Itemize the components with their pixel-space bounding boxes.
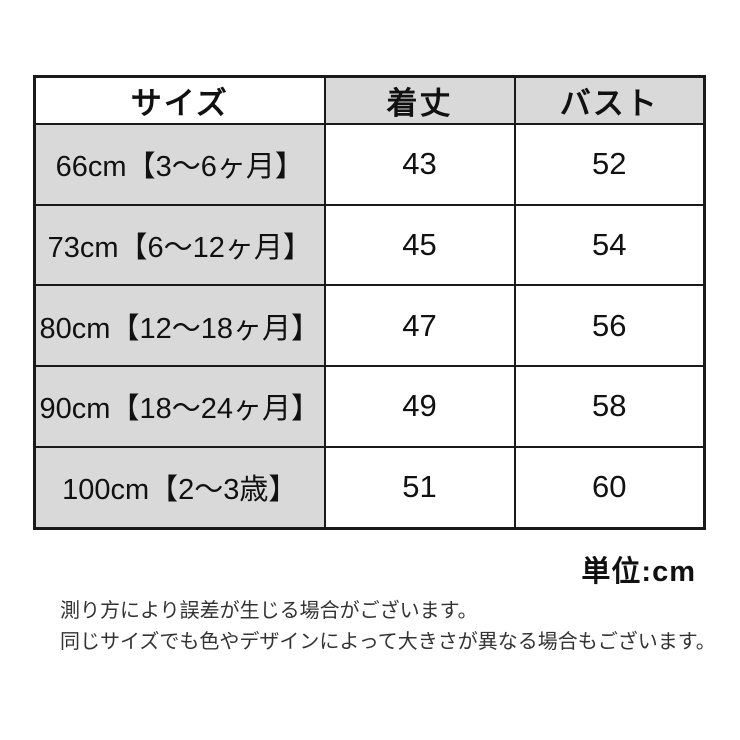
size-label-cell: 80cm【12〜18ヶ月】 [33, 284, 326, 368]
length-value-cell: 51 [323, 445, 516, 530]
note-line: 同じサイズでも色やデザインによって大きさが異なる場合もございます。 [60, 631, 716, 653]
unit-label: 単位:cm [581, 556, 696, 588]
bust-value-cell: 58 [513, 365, 706, 448]
bust-value-cell: 52 [513, 123, 706, 206]
header-cell-length: 着丈 [323, 75, 516, 125]
size-label-cell: 73cm【6〜12ヶ月】 [33, 203, 326, 287]
table-row: 100cm【2〜3歳】 51 60 [33, 445, 706, 530]
table-header-row: サイズ 着丈 バスト [33, 75, 706, 125]
size-label-cell: 90cm【18〜24ヶ月】 [33, 365, 326, 448]
length-value-cell: 43 [323, 123, 516, 206]
bust-value-cell: 56 [513, 284, 706, 368]
header-cell-bust: バスト [513, 75, 706, 125]
size-table: サイズ 着丈 バスト 66cm【3〜6ヶ月】 43 52 73cm【6〜12ヶ月… [33, 75, 706, 530]
table-row: 90cm【18〜24ヶ月】 49 58 [33, 365, 706, 448]
length-value-cell: 47 [323, 284, 516, 368]
note-line: 測り方により誤差が生じる場合がございます。 [60, 600, 478, 622]
length-value-cell: 49 [323, 365, 516, 448]
size-label-cell: 100cm【2〜3歳】 [33, 445, 326, 530]
bust-value-cell: 60 [513, 445, 706, 530]
table-row: 80cm【12〜18ヶ月】 47 56 [33, 284, 706, 368]
table-row: 66cm【3〜6ヶ月】 43 52 [33, 123, 706, 206]
table-row: 73cm【6〜12ヶ月】 45 54 [33, 203, 706, 287]
size-label-cell: 66cm【3〜6ヶ月】 [33, 123, 326, 206]
length-value-cell: 45 [323, 203, 516, 287]
bust-value-cell: 54 [513, 203, 706, 287]
notes: 測り方により誤差が生じる場合がございます。 同じサイズでも色やデザインによって大… [60, 596, 716, 658]
header-cell-size: サイズ [33, 75, 326, 125]
